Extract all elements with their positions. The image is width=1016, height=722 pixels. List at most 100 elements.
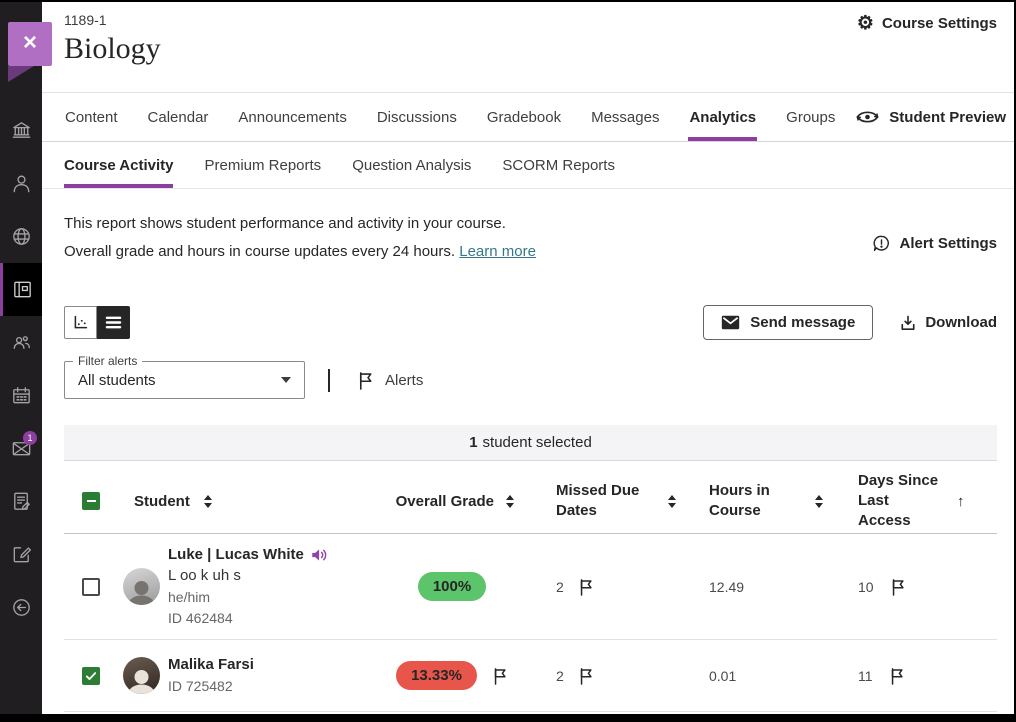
- tab-analytics[interactable]: Analytics: [688, 93, 757, 141]
- list-view-button[interactable]: [97, 306, 130, 339]
- missed-due-dates-value: 2: [556, 578, 564, 595]
- overall-grade-cell: 13.33%: [364, 661, 540, 690]
- sort-button-overall-grade[interactable]: [506, 494, 514, 508]
- alerts-filter-button[interactable]: Alerts: [357, 371, 423, 390]
- tab-announcements[interactable]: Announcements: [238, 108, 347, 126]
- tab-calendar[interactable]: Calendar: [147, 108, 209, 126]
- sort-ascending-icon[interactable]: ↑: [957, 492, 965, 510]
- selection-text: student selected: [482, 434, 592, 451]
- table-row: Malika Farsi ID 725482 13.33% 2: [64, 640, 997, 712]
- grade-badge: 100%: [417, 572, 487, 601]
- student-preview-label: Student Preview: [889, 108, 1006, 126]
- toolbar-actions: Send message Download: [703, 305, 997, 340]
- column-label: Student: [134, 492, 190, 510]
- gear-icon: ⚙: [856, 13, 874, 34]
- student-pronouns: he/him: [168, 589, 211, 605]
- student-info: Malika Farsi ID 725482: [160, 655, 364, 696]
- days-since-last-access-value: 11: [858, 667, 873, 684]
- alerts-label: Alerts: [385, 371, 424, 389]
- chevron-down-icon: [281, 377, 291, 383]
- course-settings-label: Course Settings: [881, 15, 997, 32]
- learn-more-link[interactable]: Learn more: [459, 243, 536, 260]
- column-label: Hours in Course: [709, 482, 770, 519]
- sidebar-item-tools[interactable]: [0, 528, 42, 581]
- student-name[interactable]: Malika Farsi: [168, 656, 254, 673]
- grades-document-icon: [13, 492, 30, 510]
- avatar: [123, 568, 160, 605]
- student-preview-button[interactable]: Student Preview: [855, 93, 1006, 141]
- student-preview-icon: [856, 111, 879, 123]
- student-name[interactable]: Luke | Lucas White: [168, 546, 304, 563]
- chart-view-icon: [74, 315, 88, 329]
- sidebar-item-sign-out[interactable]: [0, 581, 42, 634]
- filter-alerts-select[interactable]: Filter alerts All students: [64, 354, 305, 399]
- sidebar-item-grades[interactable]: [0, 475, 42, 528]
- flag-icon: [580, 578, 592, 596]
- report-description-line1: This report shows student performance an…: [64, 215, 506, 232]
- sidebar-item-activity[interactable]: [0, 210, 42, 263]
- filter-row: Filter alerts All students Alerts: [42, 354, 1014, 399]
- hours-in-course-cell: 12.49: [690, 579, 840, 595]
- sidebar-nav-list: 1: [0, 104, 42, 634]
- tab-content[interactable]: Content: [65, 108, 118, 126]
- column-header-days-since-last-access: Days Since Last Access ↑: [840, 471, 997, 531]
- course-main-area: 1189-1 Biology ⚙ Course Settings Content…: [42, 2, 1014, 714]
- column-label: Overall Grade: [395, 492, 494, 510]
- alert-settings-button[interactable]: Alert Settings: [872, 220, 997, 266]
- sidebar-item-courses[interactable]: [0, 263, 42, 316]
- send-message-label: Send message: [750, 314, 856, 331]
- tab-groups[interactable]: Groups: [786, 108, 836, 126]
- tab-gradebook[interactable]: Gradebook: [486, 108, 562, 126]
- name-pronunciation-audio-icon[interactable]: [311, 548, 328, 562]
- subtab-question-analysis[interactable]: Question Analysis: [352, 156, 472, 174]
- window-bottom-edge: [0, 714, 1014, 722]
- course-settings-button[interactable]: ⚙ Course Settings: [857, 14, 997, 33]
- list-view-icon: [105, 316, 122, 329]
- download-button[interactable]: Download: [899, 314, 997, 332]
- report-description: This report shows student performance an…: [64, 210, 536, 266]
- flag-icon: [580, 667, 592, 685]
- subtab-scorm-reports[interactable]: SCORM Reports: [502, 156, 615, 174]
- sidebar-item-messages[interactable]: 1: [0, 422, 42, 475]
- calendar-icon: [12, 387, 30, 404]
- send-message-button[interactable]: Send message: [703, 305, 874, 340]
- row-checkbox-checked[interactable]: [82, 666, 100, 685]
- student-id: ID 725482: [168, 678, 233, 694]
- envelope-icon: [12, 442, 30, 456]
- course-tabs: Content Calendar Announcements Discussio…: [64, 93, 836, 141]
- checkmark-icon: [85, 671, 97, 680]
- sidebar-item-profile[interactable]: [0, 157, 42, 210]
- tab-messages[interactable]: Messages: [591, 108, 660, 126]
- sort-button-hours-in-course[interactable]: [815, 494, 823, 508]
- table-header-row: Student Overall Grade Missed Due Dates H…: [64, 469, 997, 534]
- sidebar-item-calendar[interactable]: [0, 369, 42, 422]
- tab-discussions[interactable]: Discussions: [376, 108, 457, 126]
- sidebar-item-institution[interactable]: [0, 104, 42, 157]
- flag-icon: [891, 667, 903, 685]
- sort-button-student[interactable]: [203, 494, 212, 508]
- report-description-line2: Overall grade and hours in course update…: [64, 238, 536, 266]
- flag-icon: [359, 371, 372, 390]
- subtab-premium-reports[interactable]: Premium Reports: [204, 156, 322, 174]
- sidebar-item-organizations[interactable]: [0, 316, 42, 369]
- column-header-missed-due-dates: Missed Due Dates: [540, 481, 690, 521]
- subtab-course-activity[interactable]: Course Activity: [64, 142, 174, 188]
- days-since-last-access-cell: 10: [840, 578, 997, 596]
- avatar: [123, 657, 160, 694]
- indeterminate-minus-icon: [86, 500, 96, 502]
- close-course-button[interactable]: ×: [8, 22, 52, 66]
- edit-square-icon: [13, 547, 31, 563]
- download-icon: [901, 315, 915, 330]
- select-all-checkbox[interactable]: [82, 492, 100, 510]
- row-checkbox-unchecked[interactable]: [82, 577, 100, 596]
- avatar-silhouette-icon: [127, 581, 156, 605]
- download-label: Download: [925, 314, 997, 331]
- globe-icon: [12, 228, 30, 245]
- chart-view-button[interactable]: [64, 306, 97, 339]
- sort-button-missed-due-dates[interactable]: [668, 494, 676, 508]
- page-title: Biology: [64, 32, 161, 65]
- close-button-ribbon: [8, 66, 34, 82]
- overall-grade-cell: 100%: [364, 572, 540, 601]
- course-tab-bar: Content Calendar Announcements Discussio…: [42, 93, 1014, 142]
